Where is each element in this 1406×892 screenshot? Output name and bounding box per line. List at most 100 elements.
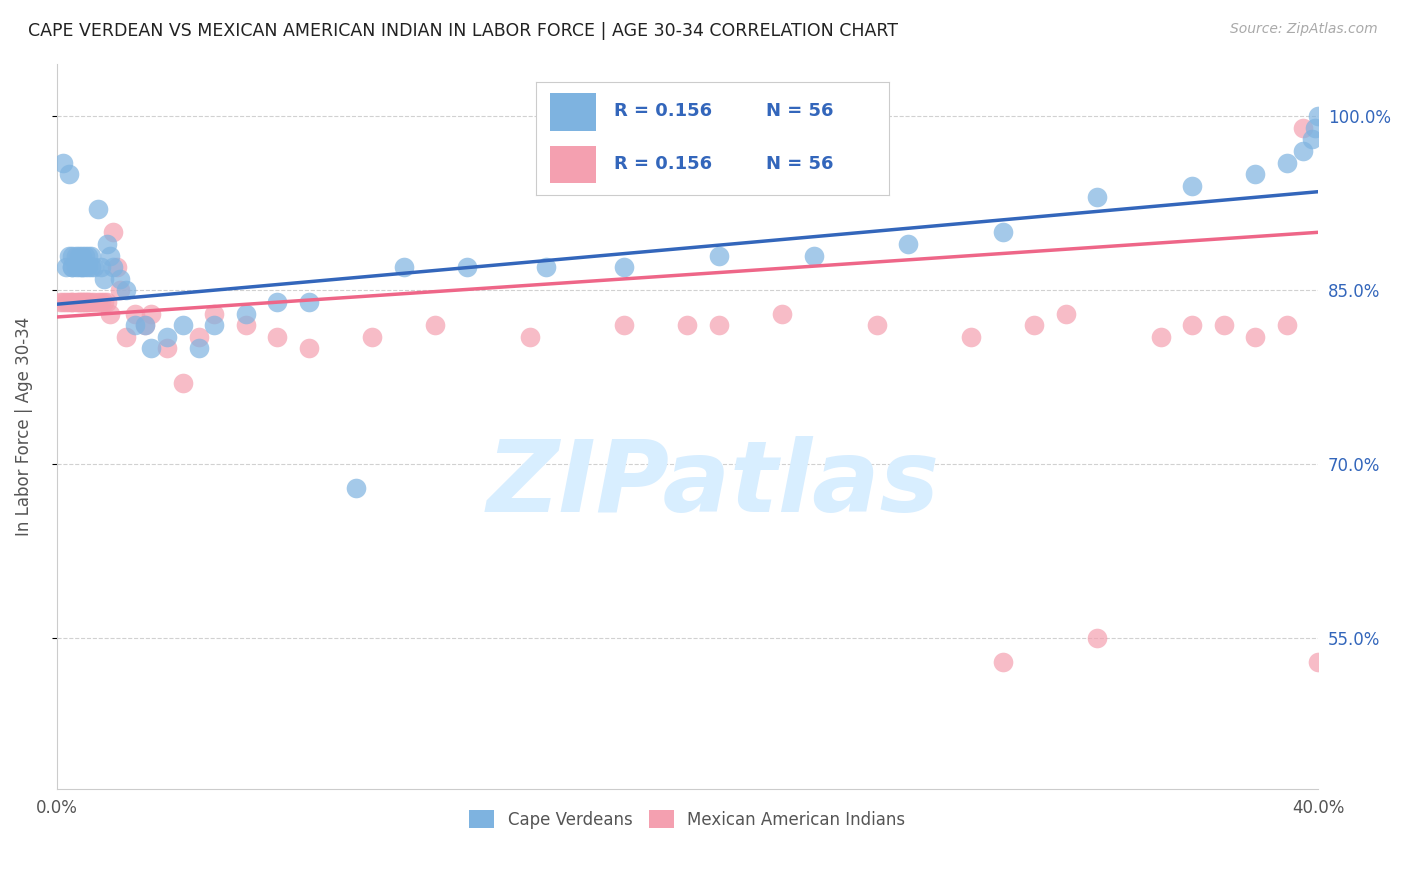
Point <box>707 318 730 332</box>
Point <box>67 248 90 262</box>
Point <box>1303 120 1326 135</box>
Point <box>1291 144 1313 158</box>
Point <box>55 260 77 274</box>
Point <box>105 260 128 274</box>
Point <box>1301 132 1323 146</box>
Point <box>235 306 257 320</box>
Point <box>73 248 96 262</box>
Point <box>60 248 83 262</box>
Point <box>344 481 367 495</box>
Point <box>98 248 121 262</box>
Point <box>1275 155 1298 169</box>
Point <box>93 294 115 309</box>
Point <box>235 318 257 332</box>
Legend: Cape Verdeans, Mexican American Indians: Cape Verdeans, Mexican American Indians <box>463 804 912 835</box>
Point <box>676 318 699 332</box>
Point <box>1149 329 1171 343</box>
Point <box>93 271 115 285</box>
Point <box>80 294 103 309</box>
Point <box>65 260 87 274</box>
Point <box>124 306 146 320</box>
Point <box>134 318 156 332</box>
Point <box>960 329 983 343</box>
Point <box>1308 655 1330 669</box>
Point <box>58 248 80 262</box>
Point <box>897 236 920 251</box>
Point <box>392 260 415 274</box>
Point <box>67 260 90 274</box>
Point <box>172 318 194 332</box>
Point <box>1212 318 1234 332</box>
Point <box>60 294 83 309</box>
Point <box>266 294 288 309</box>
Point <box>108 271 131 285</box>
Point <box>187 329 209 343</box>
Point <box>73 260 96 274</box>
Point <box>67 294 90 309</box>
Point <box>266 329 288 343</box>
Point <box>534 260 557 274</box>
Point <box>86 202 108 216</box>
Point <box>70 294 93 309</box>
Point <box>103 260 125 274</box>
Point <box>1054 306 1077 320</box>
Point <box>866 318 889 332</box>
Point <box>86 294 108 309</box>
Point <box>70 260 93 274</box>
Point <box>707 248 730 262</box>
Point <box>1024 318 1046 332</box>
Point <box>77 294 100 309</box>
Point <box>1291 120 1313 135</box>
Point <box>172 376 194 391</box>
Text: ZIPatlas: ZIPatlas <box>486 436 939 533</box>
Point <box>52 155 75 169</box>
Point <box>613 318 636 332</box>
Y-axis label: In Labor Force | Age 30-34: In Labor Force | Age 30-34 <box>15 317 32 536</box>
Point <box>156 329 179 343</box>
Point <box>98 306 121 320</box>
Point <box>361 329 384 343</box>
Point <box>1181 178 1204 193</box>
Point <box>60 260 83 274</box>
Point <box>83 260 105 274</box>
Point <box>80 260 103 274</box>
Point <box>80 248 103 262</box>
Point <box>991 225 1014 239</box>
Point <box>73 294 96 309</box>
Point <box>65 248 87 262</box>
Point <box>1275 318 1298 332</box>
Point <box>134 318 156 332</box>
Point <box>65 294 87 309</box>
Point <box>49 294 72 309</box>
Point <box>202 306 225 320</box>
Point <box>67 294 90 309</box>
Point <box>141 306 163 320</box>
Point <box>77 260 100 274</box>
Point <box>770 306 793 320</box>
Point <box>115 329 138 343</box>
Point <box>187 341 209 355</box>
Point <box>60 260 83 274</box>
Point <box>96 236 118 251</box>
Point <box>58 167 80 181</box>
Point <box>70 248 93 262</box>
Point <box>1087 190 1109 204</box>
Point <box>124 318 146 332</box>
Point <box>613 260 636 274</box>
Point <box>991 655 1014 669</box>
Point <box>156 341 179 355</box>
Point <box>58 294 80 309</box>
Point <box>77 248 100 262</box>
Point <box>141 341 163 355</box>
Point <box>108 283 131 297</box>
Point <box>1244 329 1267 343</box>
Point <box>52 294 75 309</box>
Point <box>298 294 321 309</box>
Point <box>1244 167 1267 181</box>
Point <box>83 294 105 309</box>
Point <box>1087 632 1109 646</box>
Text: CAPE VERDEAN VS MEXICAN AMERICAN INDIAN IN LABOR FORCE | AGE 30-34 CORRELATION C: CAPE VERDEAN VS MEXICAN AMERICAN INDIAN … <box>28 22 898 40</box>
Point <box>70 260 93 274</box>
Point <box>202 318 225 332</box>
Text: Source: ZipAtlas.com: Source: ZipAtlas.com <box>1230 22 1378 37</box>
